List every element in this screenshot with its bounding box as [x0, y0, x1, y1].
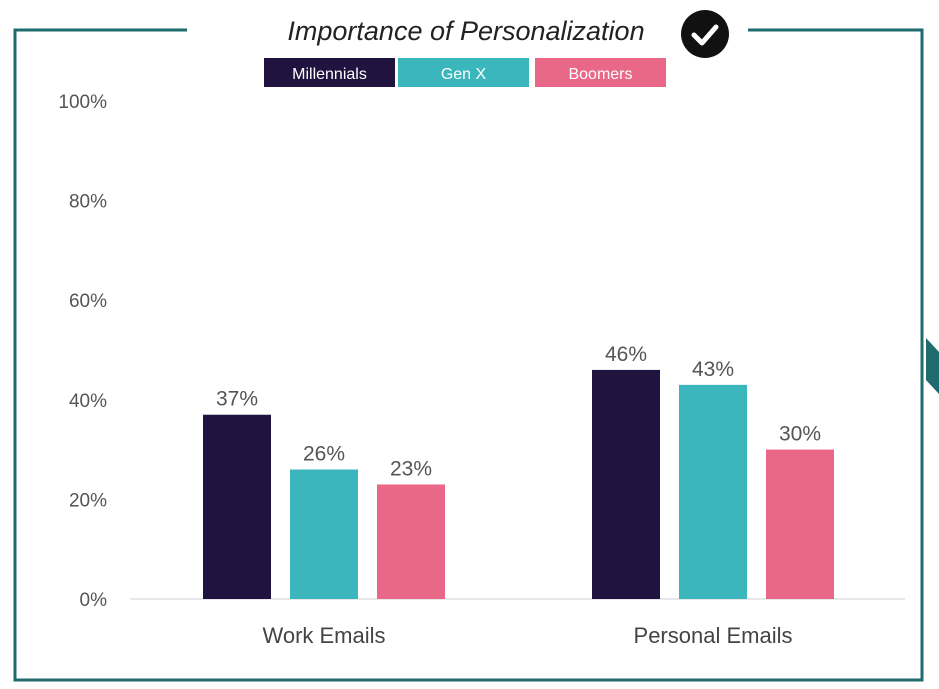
category-label: Work Emails — [262, 623, 385, 648]
legend-swatch — [535, 58, 666, 87]
check-circle-icon — [681, 10, 729, 58]
y-tick-label: 40% — [69, 391, 107, 412]
value-labels: 37% 26% 23% 46% 43% 30% — [216, 343, 821, 481]
bar — [766, 449, 834, 599]
bar — [592, 369, 660, 599]
bar — [290, 469, 358, 599]
bar-value-label: 23% — [390, 457, 432, 480]
y-tick-label: 60% — [69, 291, 107, 312]
legend-label: Boomers — [568, 66, 632, 83]
bar-value-label: 43% — [692, 358, 734, 381]
legend-swatch — [264, 58, 395, 87]
y-tick-label: 80% — [69, 192, 107, 213]
category-label: Personal Emails — [634, 623, 793, 648]
y-tick-label: 20% — [69, 490, 107, 511]
side-arrow-marker — [926, 338, 939, 394]
category-labels: Work Emails Personal Emails — [262, 623, 792, 648]
bar-value-label: 46% — [605, 343, 647, 366]
chart-frame — [13, 28, 924, 682]
legend-label: Gen X — [441, 66, 487, 83]
y-axis-ticks: 0% 20% 40% 60% 80% 100% — [58, 92, 107, 611]
legend-swatch — [398, 58, 529, 87]
bar-value-label: 37% — [216, 388, 258, 411]
y-tick-label: 0% — [80, 590, 108, 611]
bar — [203, 414, 271, 599]
y-tick-label: 100% — [58, 92, 107, 113]
legend-label: Millennials — [292, 66, 367, 83]
legend: Millennials Gen X Boomers — [264, 58, 666, 87]
bars — [203, 369, 834, 599]
chart-title: Importance of Personalization — [287, 16, 644, 46]
bar-value-label: 30% — [779, 423, 821, 446]
bar — [377, 484, 445, 599]
bar-value-label: 26% — [303, 443, 345, 466]
bar — [679, 384, 747, 599]
